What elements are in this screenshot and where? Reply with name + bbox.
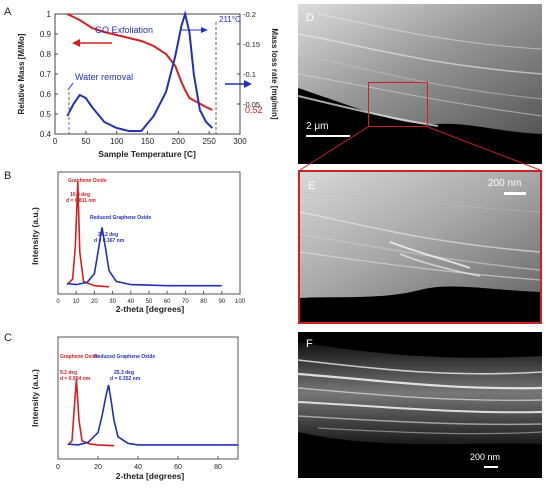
connector-left [299, 126, 369, 171]
xrd-b-ylabel: Intensity (a.u.) [30, 207, 40, 265]
tga-xlabel: Sample Temperature [C] [98, 149, 196, 159]
xrd-c-rgo-deg: 25.3 deg [114, 370, 134, 376]
xrd-c-x-tick-label: 20 [94, 464, 102, 471]
xrd-c-go-d: d = 0.954 nm [60, 376, 91, 382]
xrd-b-xlabel: 2-theta [degrees] [116, 304, 185, 314]
xrd-b-x-tick-label: 0 [56, 299, 60, 305]
panel-f-letter: F [306, 338, 313, 350]
tga-left-tick-label: 0.4 [40, 130, 52, 139]
ann-end-mass: 0.52 [245, 105, 263, 115]
panel-d-letter: D [306, 12, 314, 24]
xrd-b-rgo-curve [67, 227, 222, 287]
panel-e-scale: 200 nm [488, 178, 522, 189]
tga-mass-curve [66, 13, 213, 111]
tga-right-tick-label: -0.05 [243, 100, 260, 109]
tga-x-tick-label: 100 [110, 137, 124, 146]
ann-peak-temp: 211°C [219, 15, 241, 24]
tga-left-tick-label: 0.9 [40, 30, 52, 39]
xrd-b-x-tick-label: 40 [127, 299, 134, 305]
sem-d-texture [298, 4, 542, 134]
tga-x-tick-label: 250 [202, 137, 216, 146]
sem-image-d: D 2 μm [298, 4, 542, 164]
xrd-c-go-deg: 9.2 deg [60, 370, 77, 376]
tga-rate-curve [66, 10, 213, 132]
sem-image-f: F 200 nm [298, 332, 542, 478]
sem-e-texture [300, 172, 540, 298]
xrd-c-go-name: Graphene Oxide [60, 354, 99, 360]
xrd-b-x-tick-label: 60 [164, 299, 171, 305]
xrd-c-x-tick-label: 0 [56, 464, 60, 471]
panel-c-letter: C [4, 332, 12, 344]
xrd-b-rgo-deg: 24.2 deg [98, 232, 118, 238]
xrd-b-x-tick-label: 90 [218, 299, 225, 305]
panel-d-scalebar [306, 135, 350, 137]
xrd-c-rgo-name: Reduced Graphene Oxide [94, 354, 155, 360]
panel-d-scale: 2 μm [306, 121, 329, 132]
tga-left-tick-label: 0.6 [40, 90, 52, 99]
ann-go-exfoliation: GO Exfoliation [95, 25, 153, 35]
panel-f-scale: 200 nm [470, 452, 501, 462]
sem-image-e: E 200 nm [298, 170, 542, 324]
xrd-b-go-name: Graphene Oxide [68, 178, 107, 184]
connector-right [427, 126, 541, 171]
xrd-chart-c: Intensity (a.u.) 2-theta [degrees] 0 20 40… [30, 336, 239, 481]
zoom-region-box [368, 82, 428, 127]
tga-x-tick-label: 200 [172, 137, 186, 146]
xrd-b-go-d: d = 0.811 nm [66, 198, 96, 204]
go-annotation-arrowhead [201, 27, 208, 33]
tga-chart: Relative Mass [M/Mo] Mass loss rate [mg/… [17, 10, 279, 159]
xrd-b-x-tick-label: 30 [109, 299, 116, 305]
panel-b-letter: B [4, 170, 12, 182]
tga-right-tick-label: -0.15 [243, 40, 260, 49]
tga-right-tick-label: -0.2 [243, 10, 256, 19]
xrd-b-x-tick-label: 100 [235, 299, 246, 305]
xrd-b-rgo-name: Reduced Graphene Oxide [90, 215, 151, 221]
tga-left-tick-label: 1 [47, 10, 52, 19]
xrd-b-frame [57, 171, 241, 295]
tga-left-tick-label: 0.8 [40, 50, 52, 59]
xrd-b-x-tick-label: 10 [73, 299, 80, 305]
panel-f-scalebar [484, 466, 498, 468]
tga-x-tick-label: 300 [233, 137, 247, 146]
xrd-b-x-tick-label: 20 [91, 299, 98, 305]
xrd-b-x-tick-label: 50 [146, 299, 153, 305]
xrd-b-rgo-d: d = 0.367 nm [94, 238, 125, 244]
tga-right-tick-label: -0.1 [243, 70, 256, 79]
sem-f-texture [298, 342, 542, 445]
xrd-c-ylabel: Intensity (a.u.) [30, 369, 40, 427]
zoom-connectors [299, 126, 541, 171]
blue-arrowhead [244, 80, 252, 88]
xrd-c-rgo-curve [67, 384, 238, 446]
panel-e-scalebar [504, 192, 526, 195]
tga-x-tick-label: 50 [81, 137, 90, 146]
panel-e-letter: E [308, 180, 316, 192]
xrd-b-go-curve [66, 181, 110, 288]
tga-x-tick-label: 0 [53, 137, 58, 146]
xrd-c-frame [57, 336, 239, 460]
xrd-c-x-tick-label: 60 [174, 464, 182, 471]
xrd-c-x-tick-label: 80 [214, 464, 222, 471]
panel-a-letter: A [4, 6, 12, 18]
tga-x-tick-label: 150 [141, 137, 155, 146]
ann-water-removal: Water removal [75, 72, 133, 82]
tga-left-tick-label: 0.5 [40, 110, 52, 119]
xrd-chart-b: Intensity (a.u.) 2-theta [degrees] 0 10 20… [30, 171, 246, 314]
xrd-c-xlabel: 2-theta [degrees] [116, 471, 185, 481]
tga-ylabel-left: Relative Mass [M/Mo] [17, 33, 26, 114]
tga-ylabel-right: Mass loss rate [mg/min] [270, 28, 279, 119]
xrd-b-x-tick-label: 70 [182, 299, 189, 305]
xrd-c-rgo-d: d = 0.352 nm [110, 376, 141, 382]
xrd-b-x-tick-label: 80 [200, 299, 207, 305]
xrd-c-go-curve [67, 379, 115, 447]
xrd-c-x-tick-label: 40 [134, 464, 142, 471]
xrd-b-go-deg: 10.9 deg [70, 192, 90, 198]
tga-left-tick-label: 0.7 [40, 70, 52, 79]
water-annotation-line [67, 82, 74, 91]
red-arrowhead [72, 39, 80, 47]
